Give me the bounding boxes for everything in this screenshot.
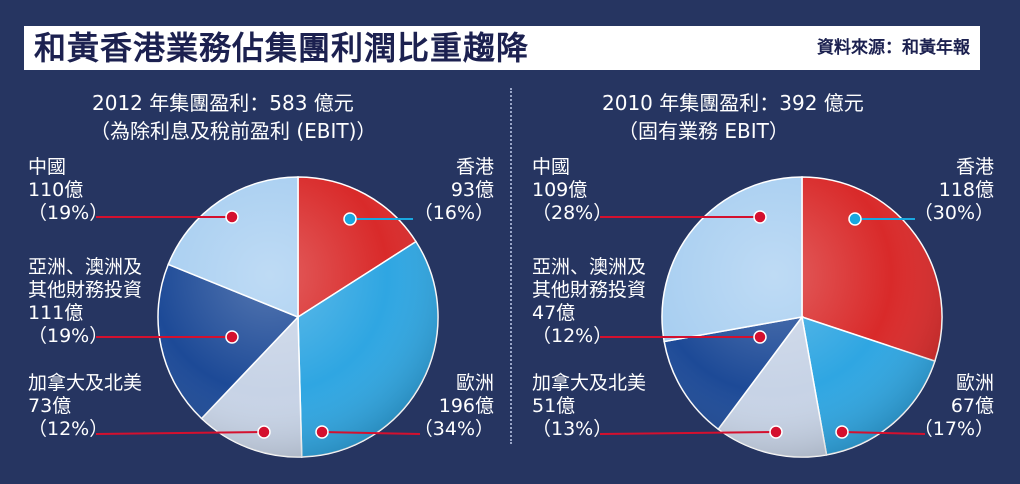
slice-percent: （17%） — [913, 418, 994, 440]
slice-percent: （28%） — [532, 202, 613, 224]
slice-value: 111億 — [28, 302, 84, 324]
slice-value: 51億 — [532, 395, 576, 417]
label-2010-north-america: 加拿大及北美 51億 （13%） — [532, 372, 646, 441]
pie-shading-2012 — [158, 177, 438, 457]
slice-label: 中國 — [532, 156, 571, 178]
panel-2012-title: 2012 年集團盈利：583 億元 — [92, 91, 354, 115]
slice-label: 香港 — [955, 156, 994, 178]
leader-dot-2012-europe — [315, 425, 329, 439]
panel-divider — [510, 88, 512, 444]
slice-value: 109億 — [532, 179, 588, 201]
slice-value: 93億 — [450, 179, 494, 201]
label-2010-china: 中國 109億 （28%） — [532, 156, 612, 225]
pie-shading-2010 — [662, 177, 942, 457]
leader-dot-2010-europe — [835, 425, 849, 439]
label-2010-hong-kong: 香港 118億 （30%） — [914, 156, 994, 225]
panel-2012-subtitle: （為除利息及稅前盈利 (EBIT)） — [90, 119, 377, 143]
slice-label: 其他財務投資 — [28, 279, 143, 301]
slice-label: 加拿大及北美 — [532, 372, 647, 394]
title-banner: 和黃香港業務佔集團利潤比重趨降 資料來源：和黃年報 — [24, 26, 980, 70]
panel-2010-title: 2010 年集團盈利：392 億元 — [602, 91, 864, 115]
slice-value: 196億 — [438, 395, 494, 417]
slice-label: 加拿大及北美 — [28, 372, 143, 394]
label-2012-hong-kong: 香港 93億 （16%） — [414, 156, 494, 225]
panel-2010-subtitle: （固有業務 EBIT） — [618, 119, 789, 143]
leader-dot-2012-hong-kong — [343, 212, 357, 226]
slice-label: 亞洲、澳洲及 — [532, 256, 647, 278]
source-note: 資料來源：和黃年報 — [817, 38, 970, 58]
slice-percent: （34%） — [413, 418, 494, 440]
leader-line-2010-europe — [841, 431, 926, 435]
slice-value: 118億 — [938, 179, 994, 201]
leader-dot-2012-asia-australia — [225, 330, 239, 344]
leader-line-2012-europe — [321, 431, 421, 435]
label-2012-europe: 歐洲 196億 （34%） — [414, 372, 494, 441]
slice-percent: （12%） — [532, 325, 613, 347]
slice-label: 歐洲 — [955, 372, 994, 394]
label-2012-china: 中國 110億 （19%） — [28, 156, 108, 225]
leader-line-2010-north-america — [599, 431, 777, 435]
leader-dot-2010-china — [753, 210, 767, 224]
leader-dot-2012-china — [225, 210, 239, 224]
label-2010-europe: 歐洲 67億 （17%） — [914, 372, 994, 441]
slice-label: 其他財務投資 — [532, 279, 647, 301]
leader-dot-2010-hong-kong — [848, 212, 862, 226]
slice-value: 67億 — [950, 395, 994, 417]
label-2012-north-america: 加拿大及北美 73億 （12%） — [28, 372, 142, 441]
leader-dot-2012-north-america — [257, 425, 271, 439]
slice-percent: （19%） — [28, 325, 109, 347]
slice-label: 亞洲、澳洲及 — [28, 256, 143, 278]
leader-dot-2010-north-america — [769, 425, 783, 439]
slice-value: 110億 — [28, 179, 84, 201]
slice-value: 47億 — [532, 302, 576, 324]
slice-label: 香港 — [455, 156, 494, 178]
slice-percent: （30%） — [913, 202, 994, 224]
leader-dot-2010-asia-australia — [753, 330, 767, 344]
slice-label: 歐洲 — [455, 372, 494, 394]
label-2012-asia: 亞洲、澳洲及 其他財務投資 111億 （19%） — [28, 256, 142, 348]
chart-title: 和黃香港業務佔集團利潤比重趨降 — [34, 29, 530, 67]
slice-percent: （16%） — [413, 202, 494, 224]
slice-percent: （13%） — [532, 418, 613, 440]
label-2010-asia: 亞洲、澳洲及 其他財務投資 47億 （12%） — [532, 256, 646, 348]
slice-label: 中國 — [28, 156, 67, 178]
slice-percent: （19%） — [28, 202, 109, 224]
slice-percent: （12%） — [28, 418, 109, 440]
slice-value: 73億 — [28, 395, 72, 417]
leader-line-2012-north-america — [95, 431, 265, 435]
